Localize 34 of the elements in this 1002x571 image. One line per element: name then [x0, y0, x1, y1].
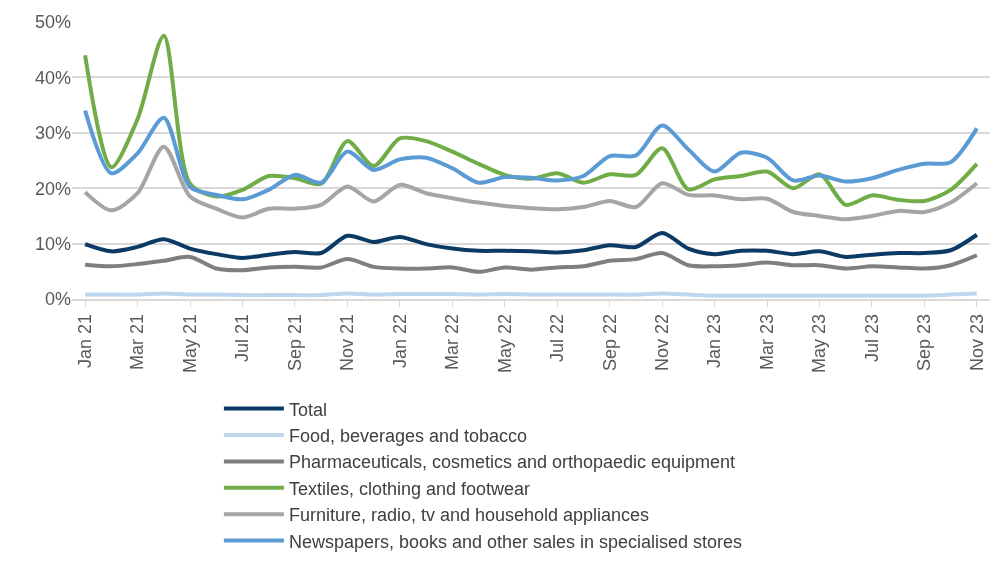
x-tick-label: Jul 22: [547, 313, 568, 362]
legend-label: Furniture, radio, tv and household appliances: [288, 505, 650, 526]
x-tick-label: Jan 21: [74, 313, 95, 368]
y-tick-label: 50%: [34, 12, 71, 33]
x-tick-label: Sep 21: [284, 313, 305, 372]
y-tick-label: 30%: [34, 123, 71, 144]
x-tick-label: Mar 21: [127, 313, 148, 370]
x-tick-label: May 23: [809, 313, 830, 373]
x-tick-label: May 22: [494, 313, 515, 373]
x-tick-label: May 21: [179, 313, 200, 373]
y-tick-label: 0%: [44, 289, 71, 310]
y-tick-label: 10%: [34, 233, 71, 254]
x-tick-label: Sep 23: [914, 313, 935, 372]
x-tick-label: Nov 23: [966, 313, 987, 371]
x-tick-label: Mar 23: [756, 313, 777, 370]
x-tick-label: Jan 22: [389, 313, 410, 368]
x-tick-label: Jul 21: [232, 313, 253, 362]
legend-label: Food, beverages and tobacco: [288, 426, 528, 447]
x-tick-label: Nov 22: [651, 313, 672, 371]
legend-label: Newspapers, books and other sales in specialised stores: [288, 531, 743, 552]
x-tick-label: Jan 23: [704, 313, 725, 368]
legend-label: Textiles, clothing and footwear: [288, 478, 531, 499]
x-tick-label: Mar 22: [442, 313, 463, 370]
line-series: [83, 144, 979, 222]
y-tick-label: 40%: [34, 67, 71, 88]
x-tick-label: Nov 21: [337, 313, 358, 371]
x-tick-label: Jul 23: [861, 313, 882, 362]
line-series: [83, 251, 979, 274]
line-series: [83, 231, 979, 260]
legend-label: Pharmaceuticals, cosmetics and orthopaedic equipment: [288, 452, 736, 473]
y-tick-label: 20%: [34, 178, 71, 199]
line-series: [83, 108, 979, 202]
x-tick-label: Sep 22: [599, 313, 620, 372]
legend-label: Total: [288, 399, 327, 420]
